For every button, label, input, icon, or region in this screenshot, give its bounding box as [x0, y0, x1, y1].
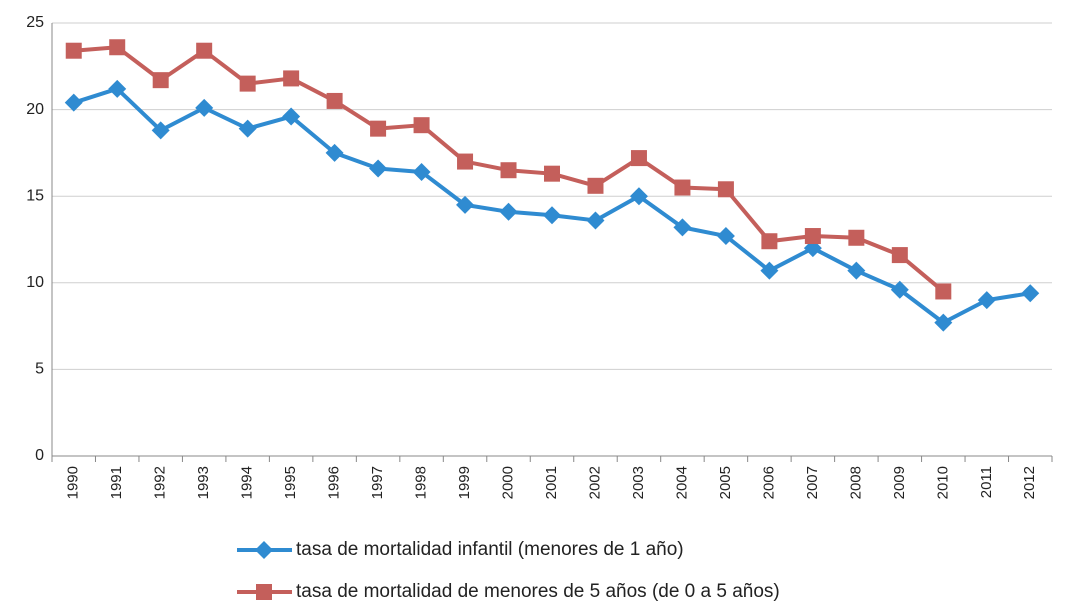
x-tick-label: 1992 [152, 466, 169, 499]
data-point [151, 121, 170, 140]
data-point [239, 75, 256, 92]
legend-marker [256, 584, 272, 600]
x-tick-label: 1990 [65, 466, 82, 499]
data-point [630, 150, 647, 167]
x-tick-label: 2007 [804, 466, 821, 499]
data-point [282, 107, 301, 126]
data-point [108, 79, 127, 98]
y-tick-label: 25 [26, 14, 44, 31]
x-tick-label: 1991 [108, 466, 125, 499]
data-point [64, 93, 83, 112]
data-point [804, 228, 821, 245]
x-tick-label: 1996 [326, 466, 343, 499]
x-tick-label: 2011 [978, 466, 995, 498]
data-point [456, 195, 475, 214]
x-tick-label: 2003 [630, 466, 647, 499]
data-point [283, 70, 300, 87]
x-tick-label: 2004 [673, 466, 690, 499]
x-tick-label: 1995 [282, 466, 299, 499]
data-point [370, 120, 387, 137]
data-point [326, 92, 343, 109]
x-tick-label: 2002 [586, 466, 603, 499]
x-tick-label: 2008 [847, 466, 864, 499]
data-point [673, 218, 692, 237]
series-line [73, 86, 1031, 325]
data-point [934, 313, 953, 332]
data-point [1021, 284, 1040, 303]
x-tick-label: 2010 [934, 466, 951, 499]
data-point [413, 117, 430, 134]
data-point [977, 291, 996, 310]
x-tick-label: 1997 [369, 466, 386, 499]
data-point [109, 39, 126, 56]
data-point [629, 187, 648, 206]
x-tick-label: 2000 [499, 466, 516, 499]
data-point [717, 181, 734, 198]
data-point [674, 179, 691, 196]
x-tick-label: 1993 [195, 466, 212, 499]
data-point [891, 247, 908, 264]
data-point [847, 261, 866, 280]
y-tick-label: 10 [26, 274, 44, 291]
x-tick-label: 2012 [1021, 466, 1038, 499]
data-point [935, 283, 952, 300]
x-tick-label: 1998 [413, 466, 430, 499]
data-point [586, 211, 605, 230]
x-tick-label: 1999 [456, 466, 473, 499]
y-tick-label: 15 [26, 187, 44, 204]
data-point [369, 159, 388, 178]
legend-label: tasa de mortalidad infantil (menores de … [296, 539, 684, 560]
y-tick-label: 5 [35, 361, 44, 378]
data-point [848, 229, 865, 246]
data-point [499, 202, 518, 221]
data-point [457, 153, 474, 170]
data-point [500, 162, 517, 179]
data-point [544, 165, 560, 182]
data-point [543, 206, 561, 225]
legend-marker [255, 541, 273, 559]
x-tick-label: 2001 [543, 466, 560, 499]
data-point [196, 42, 213, 59]
data-point [238, 119, 257, 138]
x-tick-label: 2005 [717, 466, 734, 499]
data-point [760, 261, 779, 280]
data-point [65, 42, 82, 59]
y-tick-label: 20 [26, 101, 44, 118]
data-point [195, 98, 214, 117]
x-tick-label: 2009 [891, 466, 908, 499]
x-tick-label: 1994 [239, 466, 256, 499]
data-point [716, 227, 735, 246]
data-point [890, 280, 909, 299]
y-tick-label: 0 [35, 447, 44, 464]
data-point [587, 177, 604, 194]
legend-label: tasa de mortalidad de menores de 5 años … [296, 581, 780, 601]
data-point [325, 143, 344, 162]
data-point [152, 72, 169, 89]
x-tick-label: 2006 [760, 466, 777, 499]
data-point [412, 162, 431, 181]
data-point [761, 233, 778, 250]
